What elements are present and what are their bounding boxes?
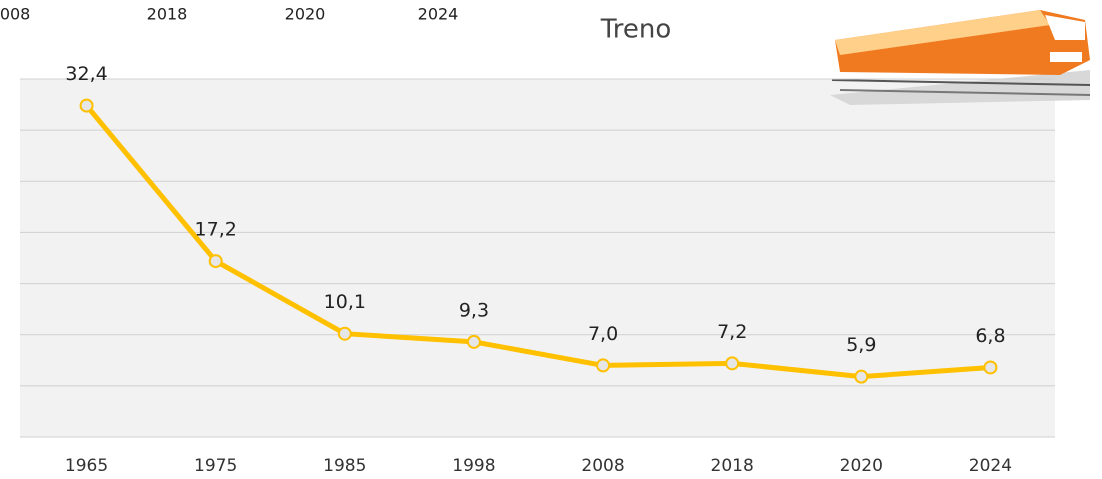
marker: [726, 357, 738, 369]
marker: [597, 359, 609, 371]
x-tick-label: 2018: [711, 456, 754, 476]
x-tick-label: 2020: [840, 456, 883, 476]
x-tick-label: 2024: [969, 456, 1012, 476]
marker: [210, 255, 222, 267]
header-label: 2020: [285, 5, 326, 24]
value-label: 6,8: [975, 325, 1005, 347]
x-tick-label: 1998: [452, 456, 495, 476]
marker: [984, 361, 996, 373]
marker: [339, 328, 351, 340]
header-label: 2008: [0, 5, 30, 24]
header-label: 2024: [418, 5, 459, 24]
value-label: 9,3: [459, 299, 489, 321]
value-label: 17,2: [195, 219, 237, 241]
marker: [81, 100, 93, 112]
chart: Treno 2008 2018 2020 2024 1965 1975 1985 1998 20…: [0, 0, 1102, 479]
plot-area: [20, 79, 1055, 437]
x-tick-label: 1965: [65, 456, 108, 476]
train-picture: [830, 10, 1090, 105]
x-tick-label: 1975: [194, 456, 237, 476]
value-label: 5,9: [846, 334, 876, 356]
x-tick-label: 2008: [581, 456, 624, 476]
marker: [855, 371, 867, 383]
value-label: 7,0: [588, 323, 618, 345]
value-label: 7,2: [717, 321, 747, 343]
page: {"header_labels": ["2008", "2018", "2020…: [0, 0, 1102, 479]
header-label: 2018: [147, 5, 188, 24]
marker: [468, 336, 480, 348]
value-label: 10,1: [324, 291, 366, 313]
chart-title: Treno: [600, 15, 672, 45]
value-label: 32,4: [65, 63, 107, 85]
x-tick-label: 1985: [323, 456, 366, 476]
